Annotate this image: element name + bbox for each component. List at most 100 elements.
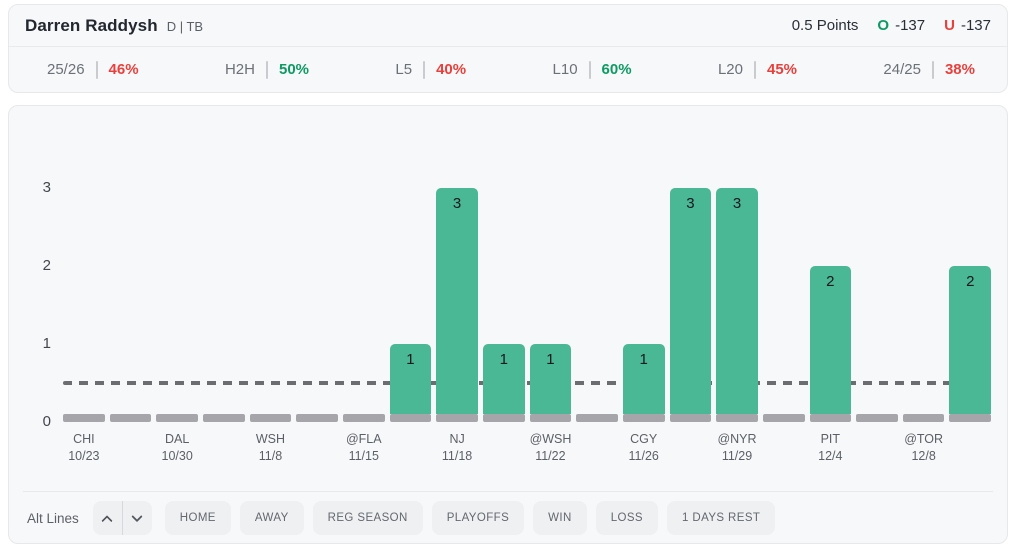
stat-item[interactable]: 25/26 46% [47,60,139,79]
x-slot [949,431,991,465]
bar-value-label: 1 [499,351,508,368]
line-label: 0.5 Points [791,17,859,34]
stat-item[interactable]: L5 40% [395,60,466,79]
stat-divider [931,60,934,79]
under-odds-button[interactable]: U -137 [944,17,991,34]
stat-item[interactable]: 24/25 38% [883,60,975,79]
x-slot: NJ 11/18 [436,431,478,465]
line-up-button[interactable] [93,501,122,535]
zero-bar[interactable] [576,414,618,422]
line-down-button[interactable] [123,501,152,535]
x-slot [763,431,805,465]
zero-bar[interactable] [902,414,945,422]
bar-base-stub [63,414,105,422]
x-tick-date: 11/29 [721,449,753,463]
x-tick-date: 11/8 [258,449,283,463]
bar-base-stub [389,414,432,422]
stat-item[interactable]: L20 45% [717,60,797,79]
x-tick-team: CHI [73,432,95,446]
over-icon: O [877,17,890,34]
bar-base-stub [156,414,198,422]
x-slot [110,431,152,465]
stat-divider [265,60,268,79]
x-slot: @WSH 11/22 [530,431,572,465]
bar-chart: 1 3 1 1 1 3 3 2 2 [63,106,992,422]
bar[interactable]: 2 [949,266,992,422]
under-odds-value: -137 [960,17,991,34]
bar-value-label: 2 [966,273,975,290]
bar-base-stub [809,414,852,422]
x-tick-date: 11/26 [628,449,659,463]
player-card: Darren Raddysh D | TB 0.5 Points O -137 … [8,4,1008,93]
bar[interactable]: 1 [389,344,432,422]
stat-label: H2H [224,61,255,78]
bar-value-label: 3 [452,195,462,212]
bar-value-label: 1 [406,351,415,368]
bar-fill: 3 [669,188,712,414]
bar[interactable]: 1 [529,344,572,422]
stat-divider [588,60,591,79]
alt-lines-stepper [92,501,152,535]
x-slot [296,431,338,465]
stat-divider [423,60,426,79]
bar-base-stub [576,414,618,422]
x-slot: @FLA 11/15 [343,431,385,465]
bar[interactable]: 3 [669,188,712,422]
x-slot [670,431,712,465]
bar-base-stub [716,414,758,422]
bar[interactable]: 2 [809,266,852,422]
bar-base-stub [482,414,525,422]
x-slot: PIT 12/4 [810,431,852,465]
filter-button-away[interactable]: AWAY [239,501,304,535]
bar-fill: 3 [716,188,758,414]
x-slot: DAL 10/30 [156,431,198,465]
zero-bar[interactable] [63,414,105,422]
stat-divider [754,60,756,79]
zero-bar[interactable] [296,414,338,422]
filter-button-loss[interactable]: LOSS [595,501,658,535]
zero-bar[interactable] [342,414,385,422]
zero-bar[interactable] [249,414,292,422]
zero-bar[interactable] [856,414,898,422]
odds-group: 0.5 Points O -137 U -137 [792,17,991,34]
stats-row: 25/26 46% H2H 50% L5 40% L10 60% L20 45%… [9,47,1007,92]
bar[interactable]: 1 [482,344,525,422]
x-slot: @TOR 12/8 [903,431,945,465]
zero-bar[interactable] [202,414,245,422]
bar-base-stub [949,414,992,422]
player-name: Darren Raddysh [25,15,158,35]
zero-bar[interactable] [762,414,805,422]
x-tick-date: 12/4 [818,449,843,463]
y-tick-label: 1 [42,335,51,352]
bar-base-stub [529,414,572,422]
filter-button-playoffs[interactable]: PLAYOFFS [431,501,525,535]
bar[interactable]: 3 [436,188,478,422]
zero-bar[interactable] [156,414,198,422]
bar-value-label: 1 [639,351,648,368]
x-tick-date: 10/30 [161,449,193,463]
filter-button-1-days-rest[interactable]: 1 DAYS REST [667,501,776,535]
x-slot [576,431,618,465]
filter-button-reg-season[interactable]: REG SEASON [312,501,423,535]
bar-base-stub [622,414,665,422]
y-tick-label: 0 [42,413,51,430]
bar-base-stub [669,414,712,422]
stat-item[interactable]: H2H 50% [224,60,309,79]
stat-item[interactable]: L10 60% [553,60,632,79]
zero-bar[interactable] [109,414,152,422]
stat-value: 60% [601,61,632,78]
bar[interactable]: 3 [716,188,758,422]
x-tick-team: PIT [820,432,841,446]
bar-base-stub [436,414,478,422]
x-tick-team: NJ [449,432,465,446]
x-tick-team: WSH [255,432,286,446]
over-odds-button[interactable]: O -137 [877,17,925,34]
filter-button-win[interactable]: WIN [533,501,587,535]
bar[interactable]: 1 [622,344,665,422]
bar-base-stub [296,414,338,422]
x-slot: CGY 11/26 [623,431,665,465]
filter-button-home[interactable]: HOME [164,501,231,535]
alt-lines-label: Alt Lines [27,510,79,526]
stat-divider [95,60,98,79]
stat-label: L20 [717,61,743,78]
